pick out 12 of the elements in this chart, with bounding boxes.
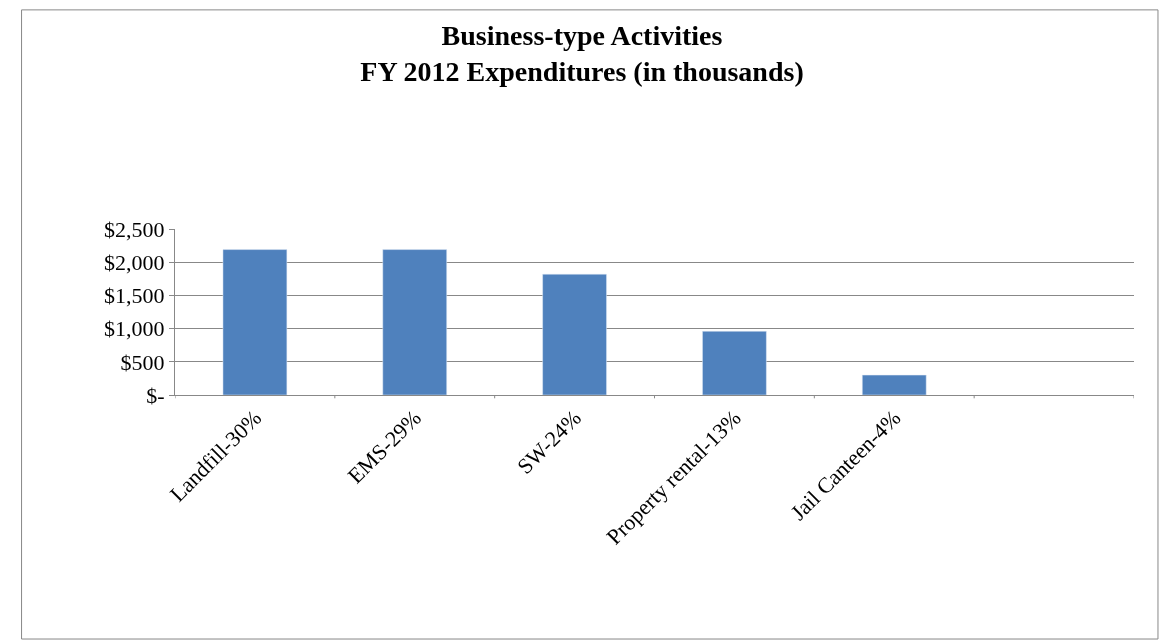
- y-tick-label: $500: [120, 349, 165, 375]
- chart-title: Business-type Activities FY 2012 Expenditures (in thousands): [360, 19, 804, 88]
- y-tick-label: $2,500: [104, 216, 165, 242]
- y-tick-label: $2,000: [104, 249, 165, 275]
- y-tick-label: $1,500: [104, 283, 165, 309]
- bar: [862, 374, 927, 395]
- bar: [222, 249, 288, 395]
- bar: [542, 273, 607, 395]
- bar: [382, 249, 447, 395]
- bar: [702, 331, 767, 395]
- y-tick-label: $1,000: [104, 316, 165, 342]
- y-tick-label: $-: [146, 382, 165, 408]
